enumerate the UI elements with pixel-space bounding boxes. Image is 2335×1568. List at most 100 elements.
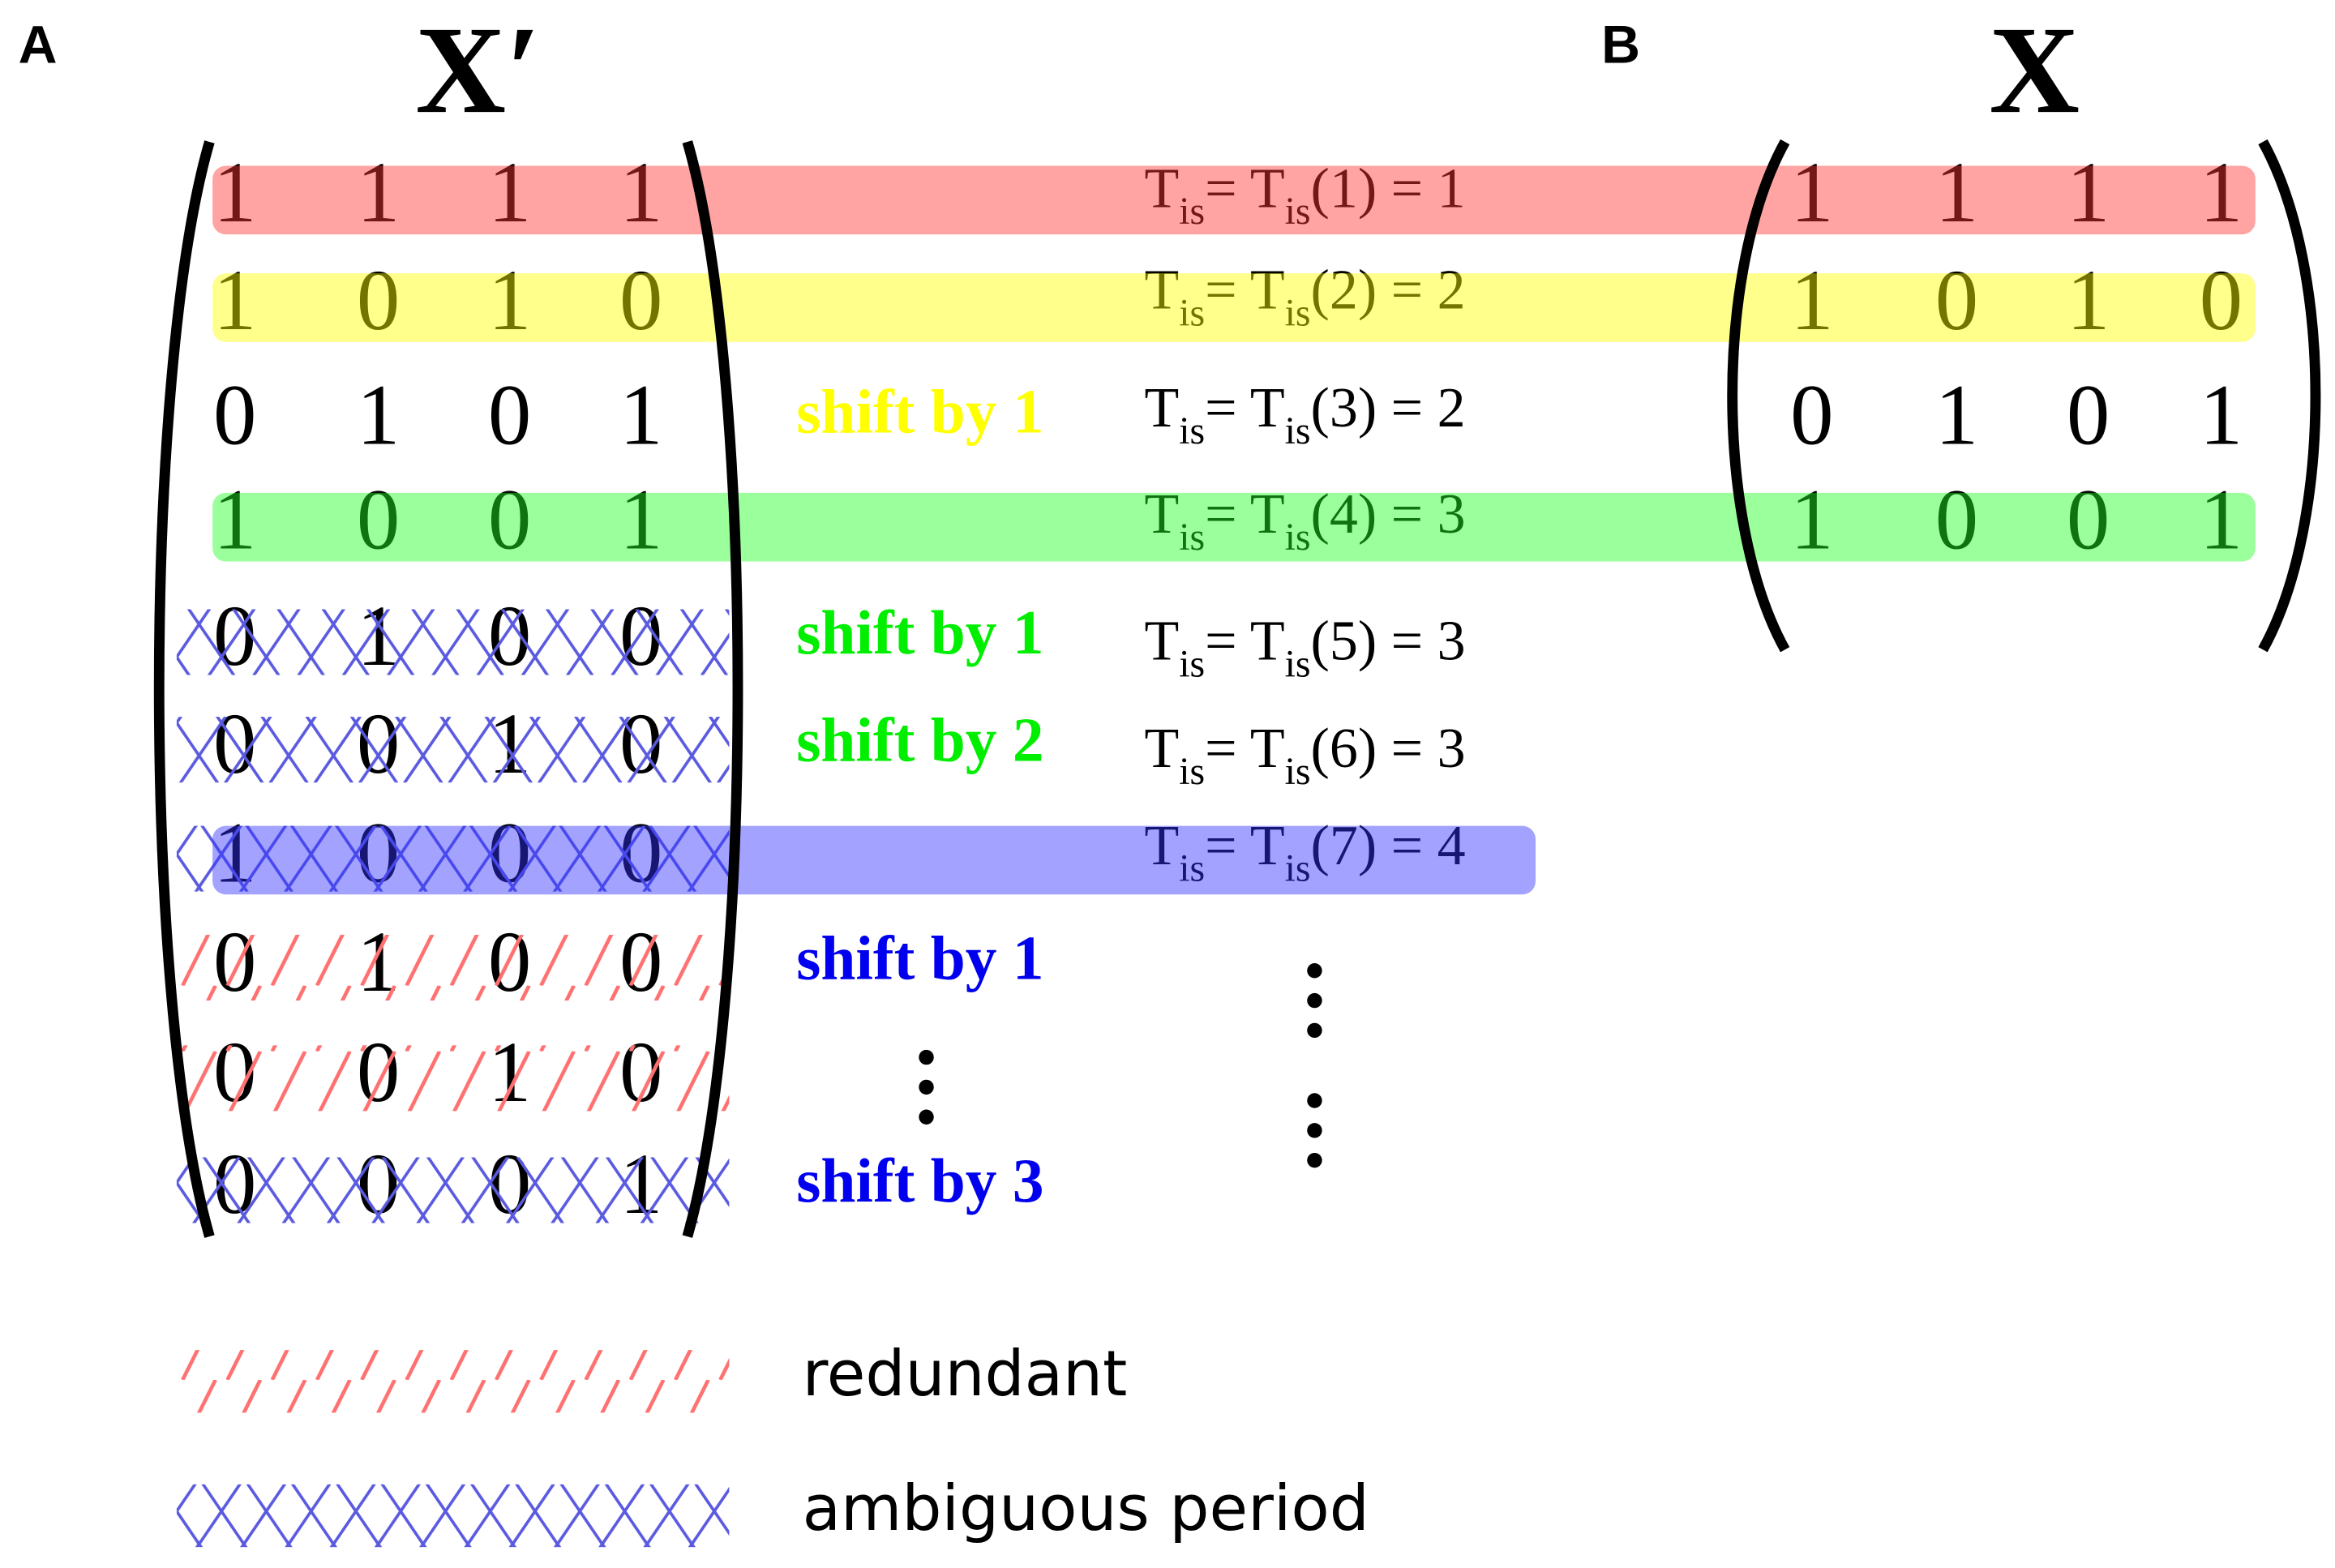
content: AX′BX11111010010110010100001010000100001…: [19, 1, 2243, 1548]
shift-label: shift by 2: [796, 705, 1043, 775]
matrix-cell: 0: [1790, 368, 1833, 464]
t-label-part: (6) = 3: [1311, 718, 1466, 780]
t-label-part: = T: [1205, 259, 1284, 322]
legend-label: ambiguous period: [803, 1472, 1369, 1545]
t-label-part: (5) = 3: [1311, 610, 1466, 673]
row-highlight: [212, 825, 1536, 895]
t-label: Tis= Tis(7) = 4: [1144, 815, 1465, 890]
matrix-cell: 1: [488, 145, 531, 241]
t-label: Tis= Tis(5) = 3: [1144, 610, 1465, 686]
subscript: is: [1285, 642, 1311, 685]
t-label-part: (3) = 2: [1311, 377, 1466, 439]
subscript: is: [1179, 847, 1205, 890]
matrix-cell: 0: [2200, 253, 2243, 349]
matrix-cell: 0: [213, 368, 256, 464]
matrix-cell: 1: [213, 473, 256, 568]
matrix-cell: 0: [2067, 368, 2110, 464]
vertical-dots: [919, 963, 1322, 1168]
matrix-cell: 1: [2067, 253, 2110, 349]
subscript: is: [1285, 847, 1311, 890]
shift-label: shift by 1: [796, 923, 1043, 993]
t-label-part: (7) = 4: [1311, 815, 1466, 877]
t-label-part: T: [1144, 815, 1179, 877]
subscript: is: [1285, 291, 1311, 334]
bracket: [682, 140, 743, 1238]
subscript: is: [1285, 750, 1311, 793]
matrix-cell: 1: [1935, 145, 1978, 241]
row-highlight: [212, 165, 2256, 235]
shift-label: shift by 1: [796, 376, 1043, 446]
t-label-part: = T: [1205, 610, 1284, 673]
matrix-cell: 0: [1935, 473, 1978, 568]
matrix-cell: 0: [488, 368, 531, 464]
matrix-cell: 0: [2067, 473, 2110, 568]
legend-swatch: [176, 1484, 730, 1548]
t-label-part: T: [1144, 610, 1179, 673]
matrix-cell: 1: [1790, 473, 1833, 568]
matrix-cell: 0: [1935, 253, 1978, 349]
subscript: is: [1179, 190, 1205, 233]
subscript: is: [1179, 750, 1205, 793]
t-label-part: = T: [1205, 377, 1284, 439]
hatch: [176, 1045, 730, 1112]
subscript: is: [1285, 409, 1311, 452]
t-label-part: (4) = 3: [1311, 483, 1466, 546]
matrix-cell: 1: [488, 253, 531, 349]
t-label-part: T: [1144, 718, 1179, 780]
t-label-part: T: [1144, 377, 1179, 439]
shift-label: shift by 3: [796, 1146, 1043, 1215]
matrix-cell: 1: [619, 145, 662, 241]
t-label-part: T: [1144, 158, 1179, 221]
bracket: [2258, 139, 2321, 653]
hatch: [176, 717, 730, 783]
hatch: [176, 1157, 730, 1223]
matrix-cell: 1: [357, 368, 400, 464]
matrix-cell: 1: [2200, 473, 2243, 568]
subscript: is: [1179, 291, 1205, 334]
matrix-cell: 1: [1935, 368, 1978, 464]
row-highlight: [212, 273, 2256, 342]
matrix-cell: 1: [213, 145, 256, 241]
matrix-cell: 1: [2200, 368, 2243, 464]
shift-label: shift by 1: [796, 598, 1043, 667]
t-label-part: (1) = 1: [1311, 158, 1466, 221]
matrix-cell: 1: [619, 368, 662, 464]
bracket: [1727, 139, 1790, 653]
matrix-cell: 0: [488, 473, 531, 568]
hatch: [176, 935, 730, 1001]
subscript: is: [1285, 516, 1311, 559]
matrix-title: X′: [415, 1, 541, 139]
t-label-part: = T: [1205, 158, 1284, 221]
t-label: Tis= Tis(4) = 3: [1144, 483, 1465, 559]
matrix-cell: 0: [619, 253, 662, 349]
subscript: is: [1179, 516, 1205, 559]
t-label-part: T: [1144, 259, 1179, 322]
matrix-cell: 0: [357, 473, 400, 568]
matrix-cell: 1: [2067, 145, 2110, 241]
subscript: is: [1179, 409, 1205, 452]
matrix-cell: 1: [357, 145, 400, 241]
t-label-part: = T: [1205, 815, 1284, 877]
bracket: [153, 140, 215, 1238]
t-label-part: T: [1144, 483, 1179, 546]
matrix-cell: 0: [357, 253, 400, 349]
matrix-cell: 1: [1790, 253, 1833, 349]
panel-label: B: [1601, 15, 1640, 75]
subscript: is: [1285, 190, 1311, 233]
subscript: is: [1179, 642, 1205, 685]
matrix-cell: 1: [619, 473, 662, 568]
matrix-cell: 1: [1790, 145, 1833, 241]
t-label: Tis= Tis(1) = 1: [1144, 158, 1465, 233]
t-label-part: = T: [1205, 718, 1284, 780]
matrix-cell: 1: [213, 253, 256, 349]
legend-swatch: [176, 1350, 730, 1413]
legend-label: redundant: [803, 1338, 1128, 1411]
hatch: [176, 825, 730, 892]
hatch: [176, 609, 730, 675]
row-highlight: [212, 492, 2256, 562]
matrix-title: X: [1989, 1, 2080, 139]
t-label: Tis= Tis(6) = 3: [1144, 718, 1465, 793]
panel-label: A: [19, 15, 58, 75]
